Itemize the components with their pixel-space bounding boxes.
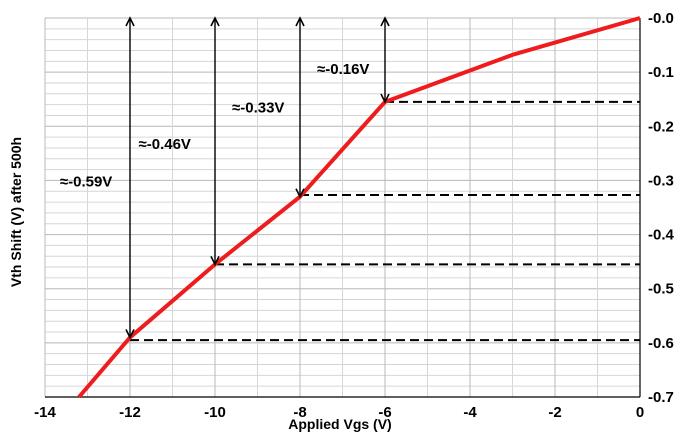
arrows <box>125 16 390 340</box>
arrow-head <box>125 329 135 340</box>
y-tick-label: -0.1 <box>648 64 674 81</box>
arrow-head <box>380 93 390 104</box>
y-tick-label: -0.0 <box>648 10 674 27</box>
y-tick-label: -0.4 <box>648 227 675 244</box>
arrow-head <box>380 16 390 27</box>
arrow-head <box>210 16 220 27</box>
x-axis-label: Applied Vgs (V) <box>288 416 391 432</box>
axes <box>45 18 641 398</box>
x-tick-label: -12 <box>119 404 141 421</box>
x-tick-label: -2 <box>548 404 561 421</box>
arrow-head <box>125 16 135 27</box>
x-tick-label: -6 <box>378 404 391 421</box>
y-tick-labels: -0.0 -0.1 -0.2 -0.3 -0.4 -0.5 -0.6 -0.7 <box>648 10 675 406</box>
annotation-label: ≈-0.59V <box>60 174 112 191</box>
x-tick-label: -14 <box>34 404 56 421</box>
x-tick-label: -8 <box>293 404 306 421</box>
arrow-head <box>295 16 305 27</box>
annotation-label: ≈-0.46V <box>139 136 191 153</box>
x-tick-label: -4 <box>463 404 477 421</box>
y-tick-label: -0.2 <box>648 118 674 135</box>
y-axis-label: Vth Shift (V) after 500h <box>8 137 24 287</box>
annotations: ≈-0.59V ≈-0.46V ≈-0.33V ≈-0.16V <box>60 61 370 191</box>
arrow-head <box>210 255 220 267</box>
annotation-label: ≈-0.33V <box>232 99 284 116</box>
x-tick-label: 0 <box>636 404 644 421</box>
reference-lines <box>130 100 640 342</box>
y-tick-label: -0.7 <box>648 389 674 406</box>
arrow-head <box>295 188 305 199</box>
annotation-label: ≈-0.16V <box>317 61 369 78</box>
y-tick-label: -0.3 <box>648 172 674 189</box>
x-tick-labels: -14 -12 -10 -8 -6 -4 -2 0 <box>34 404 644 421</box>
x-tick-label: -10 <box>204 404 226 421</box>
y-tick-label: -0.5 <box>648 281 674 298</box>
y-tick-label: -0.6 <box>648 335 674 352</box>
